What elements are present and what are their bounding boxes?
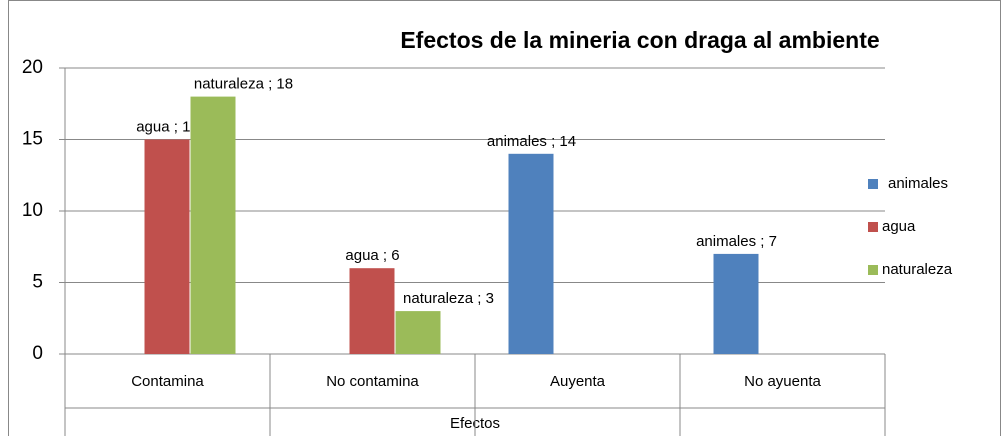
- chart-title: Efectos de la mineria con draga al ambie…: [400, 27, 879, 53]
- data-label: naturaleza ; 18: [194, 76, 293, 93]
- bar: [190, 96, 236, 354]
- data-label: agua ; 6: [345, 247, 399, 264]
- chart-border: [8, 0, 1001, 436]
- bar: [508, 153, 554, 354]
- y-tick-label: 5: [32, 272, 43, 293]
- x-tick-label: No contamina: [326, 373, 419, 390]
- legend-label: naturaleza: [882, 261, 953, 278]
- legend-label: animales: [888, 175, 948, 192]
- y-tick-label: 15: [22, 129, 43, 150]
- bar: [395, 311, 441, 354]
- data-label: animales ; 7: [696, 233, 777, 250]
- legend-swatch: [868, 222, 878, 232]
- y-tick-label: 10: [22, 200, 43, 221]
- x-tick-label: No ayuenta: [744, 373, 821, 390]
- legend-swatch: [868, 179, 878, 189]
- bar: [713, 253, 759, 354]
- y-tick-label: 0: [32, 343, 43, 364]
- data-label: agua ; 15: [136, 118, 199, 135]
- bar: [144, 139, 190, 354]
- bar: [349, 268, 395, 354]
- x-tick-label: Auyenta: [550, 373, 606, 390]
- legend-label: agua: [882, 218, 916, 235]
- data-label: naturaleza ; 3: [403, 290, 494, 307]
- data-label: animales ; 14: [487, 133, 576, 150]
- y-tick-label: 20: [22, 57, 43, 78]
- legend-swatch: [868, 265, 878, 275]
- x-tick-label: Contamina: [131, 373, 204, 390]
